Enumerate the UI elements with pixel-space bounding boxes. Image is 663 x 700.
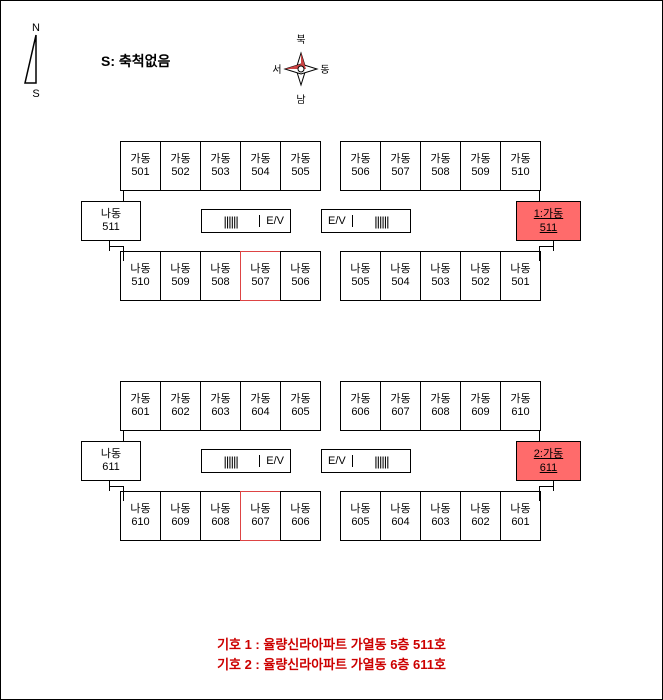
legend-line-1: 기호 1 : 율량신라아파트 가열동 5층 511호 xyxy=(1,635,662,655)
highlight-611: 2:가동611 xyxy=(516,441,581,481)
unit-507: 나동507 xyxy=(240,251,281,301)
unit-501: 나동501 xyxy=(500,251,541,301)
unit-501: 가동501 xyxy=(120,141,161,191)
unit-603: 가동603 xyxy=(200,381,241,431)
unit-507: 가동507 xyxy=(380,141,421,191)
mid-left-511: 나동511 xyxy=(81,201,141,241)
unit-509: 나동509 xyxy=(160,251,201,301)
unit-608: 나동608 xyxy=(200,491,241,541)
unit-510: 가동510 xyxy=(500,141,541,191)
header: N S S: 축척없음 xyxy=(21,21,170,101)
svg-text:N: N xyxy=(32,22,40,34)
unit-509: 가동509 xyxy=(460,141,501,191)
elevator-left: ||||||E/V xyxy=(201,449,291,473)
unit-601: 나동601 xyxy=(500,491,541,541)
unit-605: 나동605 xyxy=(340,491,381,541)
elevator-right: E/V|||||| xyxy=(321,449,411,473)
unit-607: 가동607 xyxy=(380,381,421,431)
unit-605: 가동605 xyxy=(280,381,321,431)
unit-508: 가동508 xyxy=(420,141,461,191)
unit-604: 나동604 xyxy=(380,491,421,541)
unit-502: 가동502 xyxy=(160,141,201,191)
svg-text:S: S xyxy=(32,88,39,100)
unit-510: 나동510 xyxy=(120,251,161,301)
mid-left-611: 나동611 xyxy=(81,441,141,481)
unit-506: 나동506 xyxy=(280,251,321,301)
unit-606: 나동606 xyxy=(280,491,321,541)
unit-602: 나동602 xyxy=(460,491,501,541)
unit-503: 나동503 xyxy=(420,251,461,301)
unit-604: 가동604 xyxy=(240,381,281,431)
unit-609: 가동609 xyxy=(460,381,501,431)
unit-609: 나동609 xyxy=(160,491,201,541)
unit-610: 가동610 xyxy=(500,381,541,431)
floor-plan-6: 가동601가동602가동603가동604가동605 가동606가동607가동608… xyxy=(51,381,541,541)
unit-503: 가동503 xyxy=(200,141,241,191)
elevator-left: ||||||E/V xyxy=(201,209,291,233)
unit-606: 가동606 xyxy=(340,381,381,431)
svg-text:서: 서 xyxy=(272,64,281,76)
unit-504: 나동504 xyxy=(380,251,421,301)
unit-607: 나동607 xyxy=(240,491,281,541)
unit-505: 나동505 xyxy=(340,251,381,301)
unit-508: 나동508 xyxy=(200,251,241,301)
unit-502: 나동502 xyxy=(460,251,501,301)
legend-line-2: 기호 2 : 율량신라아파트 가열동 6층 611호 xyxy=(1,655,662,675)
legend: 기호 1 : 율량신라아파트 가열동 5층 511호 기호 2 : 율량신라아파… xyxy=(1,635,662,674)
svg-text:북: 북 xyxy=(296,34,305,46)
compass-icon: 북 남 서 동 xyxy=(271,31,331,91)
unit-504: 가동504 xyxy=(240,141,281,191)
unit-608: 가동608 xyxy=(420,381,461,431)
unit-603: 나동603 xyxy=(420,491,461,541)
north-arrow-icon: N S xyxy=(21,21,51,101)
svg-text:동: 동 xyxy=(320,64,329,76)
elevator-right: E/V|||||| xyxy=(321,209,411,233)
svg-text:남: 남 xyxy=(296,94,305,106)
unit-506: 가동506 xyxy=(340,141,381,191)
scale-label: S: 축척없음 xyxy=(101,51,170,71)
unit-601: 가동601 xyxy=(120,381,161,431)
unit-610: 나동610 xyxy=(120,491,161,541)
unit-602: 가동602 xyxy=(160,381,201,431)
floor-plan-5: 가동501가동502가동503가동504가동505 가동506가동507가동508… xyxy=(51,141,541,301)
highlight-511: 1:가동511 xyxy=(516,201,581,241)
unit-505: 가동505 xyxy=(280,141,321,191)
